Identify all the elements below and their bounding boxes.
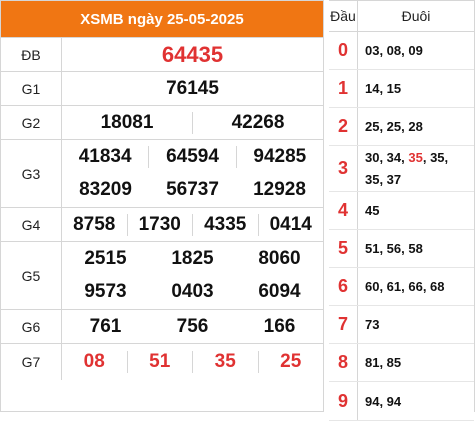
loto-tail-text: , 35, (422, 149, 449, 165)
loto-header: Đầu Đuôi (329, 1, 474, 32)
loto-head-digit: 3 (329, 146, 358, 191)
prize-number: 6094 (258, 281, 301, 303)
loto-head-digit: 4 (329, 192, 358, 229)
loto-tails: 81, 85 (365, 355, 402, 370)
loto-table: Đầu Đuôi 0 03, 08, 09 1 14, 15 2 25, 25,… (329, 0, 475, 421)
prize-number: 2515 (84, 247, 127, 269)
prize-number: 12928 (253, 179, 306, 201)
loto-head-digit: 8 (329, 344, 358, 381)
loto-head-digit: 0 (329, 32, 358, 69)
loto-head-digit: 9 (329, 382, 358, 420)
loto-tails: 60, 61, 66, 68 (365, 279, 445, 294)
prize-number: 56737 (166, 179, 219, 201)
prize-label-db: ĐB (1, 38, 62, 71)
prize-number: 4335 (192, 213, 258, 236)
prize-row-g2: G2 18081 42268 (1, 105, 323, 139)
prize-row-db: ĐB 64435 (1, 37, 323, 71)
prize-number: 8060 (258, 247, 301, 269)
loto-row-0: 0 03, 08, 09 (329, 32, 474, 70)
prize-label-g4: G4 (1, 208, 62, 241)
prize-row-g5: G5 2515 1825 8060 9573 0403 6094 (1, 241, 323, 309)
prize-number: 0414 (257, 213, 324, 236)
prize-number: 76145 (166, 77, 219, 99)
prize-number: 25 (257, 351, 324, 373)
prize-row-g6: G6 761 756 166 (1, 309, 323, 343)
loto-row-8: 8 81, 85 (329, 344, 474, 382)
loto-tails: 45 (365, 203, 380, 218)
results-title: XSMB ngày 25-05-2025 (1, 1, 323, 37)
special-prize-number: 64435 (161, 41, 224, 67)
loto-tail-text: 35, 37 (365, 172, 402, 188)
prize-number: 1825 (171, 247, 214, 269)
prize-number: 42268 (192, 111, 323, 134)
loto-row-9: 9 94, 94 (329, 382, 474, 421)
loto-tail-highlight: 35 (408, 149, 423, 165)
prize-number: 18081 (100, 111, 154, 133)
prize-number: 64594 (148, 145, 235, 168)
loto-tail-text: 30, 34, (365, 149, 409, 165)
prize-number: 94285 (235, 145, 323, 168)
prize-number: 166 (263, 315, 296, 337)
loto-tails: 51, 56, 58 (365, 241, 423, 256)
prize-label-g3: G3 (1, 140, 62, 207)
prize-number: 8758 (73, 213, 116, 235)
loto-row-1: 1 14, 15 (329, 70, 474, 108)
prize-number: 756 (176, 315, 209, 337)
loto-tails: 03, 08, 09 (365, 43, 423, 58)
prize-number: 08 (83, 351, 105, 372)
loto-row-6: 6 60, 61, 66, 68 (329, 268, 474, 306)
loto-head-digit: 7 (329, 306, 358, 343)
prize-number: 761 (89, 315, 122, 337)
loto-tails: 73 (365, 317, 380, 332)
loto-tails: 30, 34, 35, 35, 35, 37 (358, 146, 474, 191)
prize-number: 0403 (171, 281, 214, 303)
prize-row-g4: G4 8758 1730 4335 0414 (1, 207, 323, 241)
prize-number: 83209 (79, 179, 132, 201)
prize-label-g1: G1 (1, 72, 62, 105)
prize-number: 1730 (126, 213, 193, 236)
loto-row-3: 3 30, 34, 35, 35, 35, 37 (329, 146, 474, 192)
loto-tails: 94, 94 (365, 393, 402, 409)
prize-number: 51 (126, 351, 193, 373)
loto-head-digit: 1 (329, 70, 358, 107)
prize-row-g3: G3 41834 64594 94285 83209 56737 12928 (1, 139, 323, 207)
prize-row-g1: G1 76145 (1, 71, 323, 105)
loto-row-4: 4 45 (329, 192, 474, 230)
loto-row-2: 2 25, 25, 28 (329, 108, 474, 146)
loto-duoi-header: Đuôi (401, 8, 431, 24)
prize-label-g5: G5 (1, 242, 62, 309)
prize-label-g2: G2 (1, 106, 62, 139)
loto-head-digit: 2 (329, 108, 358, 145)
loto-tails: 25, 25, 28 (365, 119, 423, 134)
prize-label-g6: G6 (1, 310, 62, 343)
prize-number: 35 (192, 351, 258, 373)
loto-row-7: 7 73 (329, 306, 474, 344)
loto-tails: 14, 15 (365, 81, 402, 96)
prize-number: 9573 (84, 281, 127, 303)
loto-head-digit: 5 (329, 230, 358, 267)
prize-row-g7: G7 08 51 35 25 (1, 343, 323, 380)
loto-dau-header: Đầu (329, 1, 358, 31)
loto-head-digit: 6 (329, 268, 358, 305)
prize-label-g7: G7 (1, 344, 62, 380)
loto-row-5: 5 51, 56, 58 (329, 230, 474, 268)
prize-number: 41834 (78, 145, 132, 167)
results-table: XSMB ngày 25-05-2025 ĐB 64435 G1 76145 G… (0, 0, 324, 412)
